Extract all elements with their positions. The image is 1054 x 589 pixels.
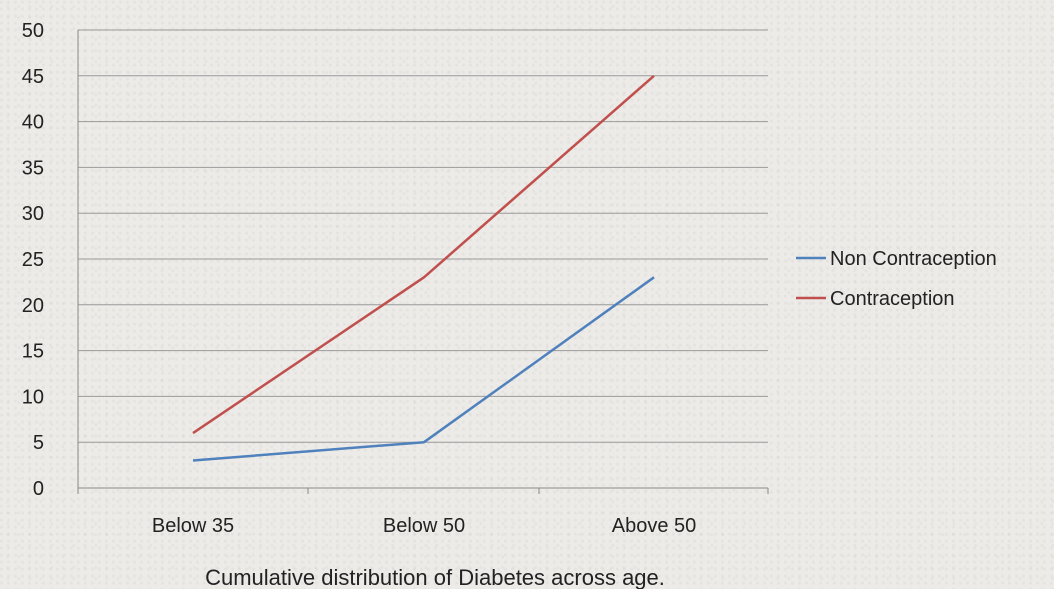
y-tick-label: 45 <box>22 66 44 88</box>
x-tick-label: Below 35 <box>152 515 234 537</box>
y-tick-label: 0 <box>33 478 44 500</box>
chart-caption: Cumulative distribution of Diabetes acro… <box>205 565 665 589</box>
gridlines <box>77 29 769 494</box>
y-tick-label: 15 <box>22 341 44 363</box>
y-tick-label: 35 <box>22 157 44 179</box>
x-axis-ticks: Below 35 Below 50 Above 50 <box>152 515 696 537</box>
y-tick-label: 40 <box>22 112 44 134</box>
y-tick-label: 5 <box>33 432 44 454</box>
series-line-non-contraception <box>192 276 655 462</box>
y-tick-label: 30 <box>22 203 44 225</box>
y-tick-label: 25 <box>22 249 44 271</box>
legend: Non Contraception Contraception <box>796 248 997 310</box>
series-line-contraception <box>192 74 655 435</box>
x-tick-label: Above 50 <box>612 515 697 537</box>
y-tick-label: 10 <box>22 386 44 408</box>
y-tick-label: 20 <box>22 295 44 317</box>
y-tick-label: 50 <box>22 20 44 42</box>
x-tick-label: Below 50 <box>383 515 465 537</box>
series-lines <box>192 74 655 462</box>
legend-label: Non Contraception <box>830 248 997 270</box>
legend-label: Contraception <box>830 288 955 310</box>
y-axis-ticks: 0 5 10 15 20 25 30 35 40 45 50 <box>22 20 44 500</box>
